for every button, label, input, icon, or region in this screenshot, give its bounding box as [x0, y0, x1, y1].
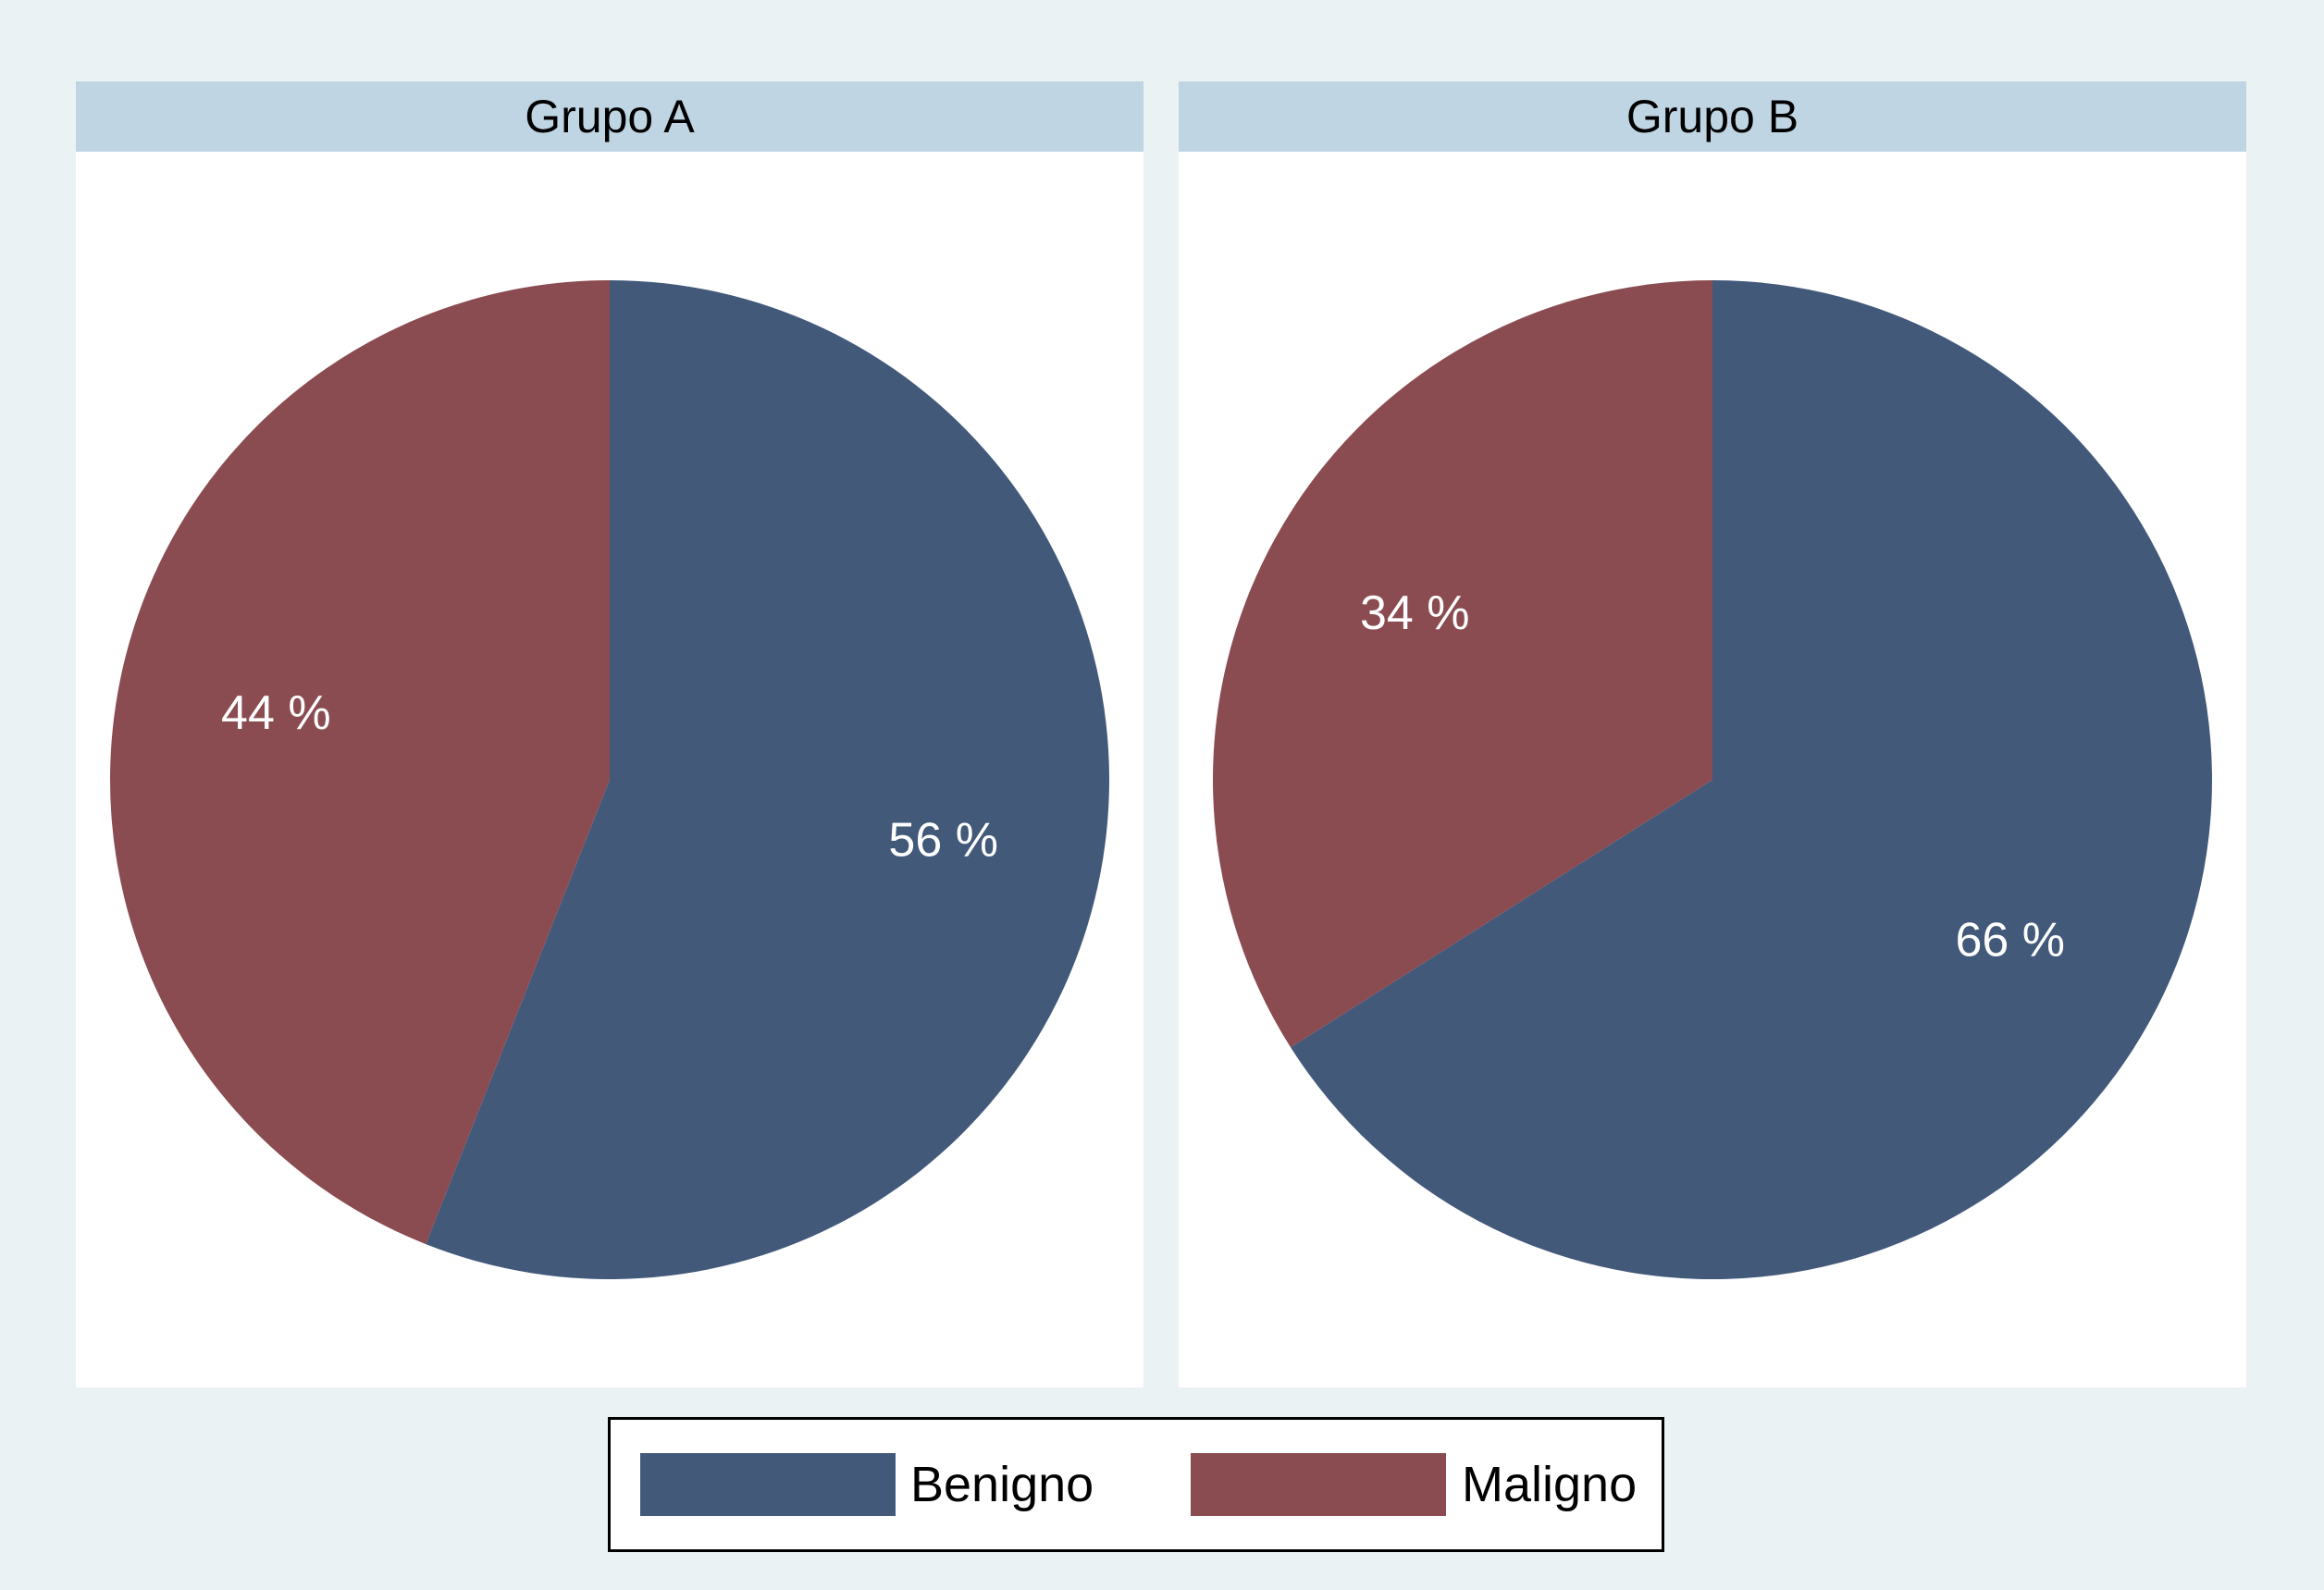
pie-panel-grupo-b: Grupo B 66 % 34 % — [1179, 81, 2246, 1387]
panel-title-strip: Grupo B — [1179, 81, 2246, 152]
legend-label-benigno: Benigno — [910, 1457, 1094, 1512]
panel-title-strip: Grupo A — [76, 81, 1143, 152]
slice-value-label: 56 % — [888, 814, 998, 868]
slice-value-label: 44 % — [221, 686, 331, 740]
pie-panel-grupo-a: Grupo A 56 % 44 % — [76, 81, 1143, 1387]
legend-swatch-maligno — [1191, 1453, 1446, 1516]
slice-value-label: 34 % — [1360, 586, 1470, 640]
pie-chart-grupo-a: 56 % 44 % — [110, 280, 1110, 1280]
pie-chart-grupo-b: 66 % 34 % — [1213, 280, 2212, 1279]
pie-slice-maligno — [110, 280, 611, 1245]
legend-label-maligno: Maligno — [1462, 1457, 1638, 1512]
pie-slice-maligno — [1213, 280, 1712, 1048]
pie-slice-benigno — [1291, 280, 2212, 1279]
chart-legend: Benigno Maligno — [608, 1417, 1664, 1552]
legend-swatch-benigno — [640, 1453, 896, 1516]
panel-title: Grupo B — [1626, 91, 1799, 142]
panel-title: Grupo A — [525, 91, 695, 142]
slice-value-label: 66 % — [1956, 914, 2066, 968]
pie-slice-benigno — [426, 280, 1110, 1280]
